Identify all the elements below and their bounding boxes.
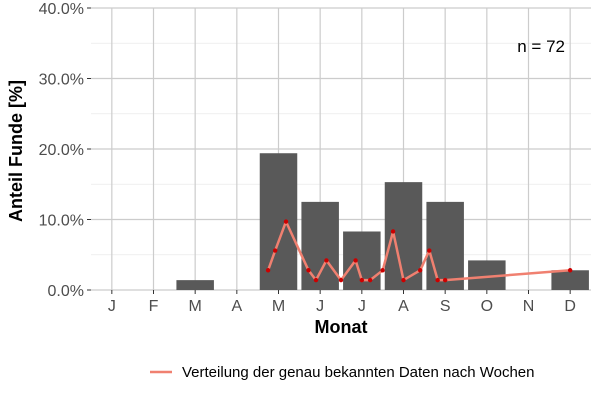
bar-9 (426, 201, 464, 290)
point-10 (367, 277, 373, 283)
point-1 (265, 268, 271, 273)
x-tick-label: O (481, 298, 493, 315)
bar-12 (551, 270, 589, 290)
x-tick-label: F (149, 298, 159, 315)
x-tick-label: D (564, 298, 576, 315)
point-13 (401, 277, 406, 283)
point-7 (338, 277, 344, 283)
point-18 (567, 268, 573, 273)
x-tick-label: M (189, 298, 202, 315)
annotation-n: n = 72 (517, 37, 565, 56)
y-axis-label: Anteil Funde [%] (6, 80, 26, 222)
y-tick-label: 30.0% (39, 72, 84, 89)
point-16 (435, 277, 440, 283)
weekly-line-series (266, 220, 571, 282)
point-3 (283, 219, 289, 224)
bars (176, 153, 589, 290)
x-tick-label: N (523, 298, 535, 315)
point-14 (417, 268, 423, 273)
x-tick-label: M (272, 298, 285, 315)
x-tick-label: A (231, 298, 242, 315)
x-tick-label: S (440, 298, 451, 315)
point-8 (353, 258, 358, 263)
x-axis-label: Monat (315, 317, 368, 337)
legend: Verteilung der genau bekannten Daten nac… (150, 364, 535, 381)
point-2 (272, 248, 278, 253)
line-path (266, 220, 571, 282)
bar-6 (301, 201, 339, 290)
point-12 (390, 229, 396, 234)
y-tick-labels: 0.0% 10.0% 20.0% 30.0% 40.0% (39, 1, 91, 300)
point-17 (442, 277, 448, 283)
point-4 (306, 268, 311, 273)
x-tick-label: J (358, 298, 366, 315)
legend-label: Verteilung der genau bekannten Daten nac… (182, 364, 535, 381)
x-tick-label: A (398, 298, 409, 315)
x-tick-label: J (108, 298, 116, 315)
y-tick-label: 20.0% (39, 142, 84, 159)
y-tick-label: 40.0% (39, 1, 84, 18)
point-5 (313, 277, 319, 283)
y-tick-label: 0.0% (48, 283, 84, 300)
weekly-points (265, 219, 573, 283)
x-tick-label: J (316, 298, 324, 315)
grid-lines (91, 7, 591, 291)
y-tick-label: 10.0% (39, 213, 84, 230)
bar-3 (176, 280, 214, 290)
point-11 (380, 268, 385, 273)
point-9 (359, 277, 365, 283)
bar-5 (259, 153, 298, 290)
point-6 (324, 258, 329, 263)
point-15 (427, 248, 432, 253)
